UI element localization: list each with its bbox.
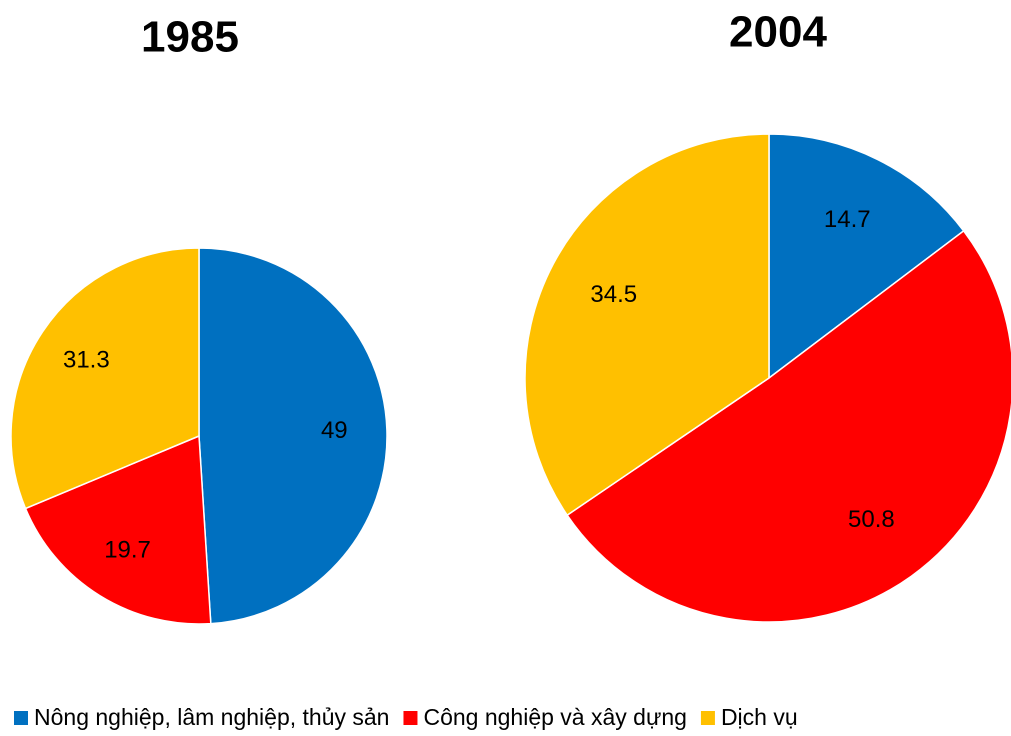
data-label: 14.7 (824, 206, 871, 233)
pie-slice (198, 247, 388, 625)
legend-label: Công nghiệp và xây dựng (423, 704, 686, 730)
data-label: 50.8 (848, 506, 895, 533)
data-label: 49 (321, 417, 348, 444)
pie-slice (524, 133, 770, 517)
chart-title: 1985 (141, 13, 239, 62)
data-label: 34.5 (590, 281, 637, 308)
pie-slice (24, 434, 212, 625)
chart-title: 2004 (729, 8, 827, 57)
pie-slice (10, 247, 200, 510)
data-label: 19.7 (104, 536, 151, 563)
legend-label: Nông nghiệp, lâm nghiệp, thủy sản (34, 704, 389, 730)
pie-slice (768, 133, 965, 380)
legend-swatch (700, 711, 715, 725)
legend-swatch (14, 711, 28, 725)
pie-slice (566, 229, 1011, 623)
legend-swatch (403, 711, 418, 725)
data-label: 31.3 (63, 346, 110, 373)
legend-label: Dịch vụ (721, 704, 798, 730)
